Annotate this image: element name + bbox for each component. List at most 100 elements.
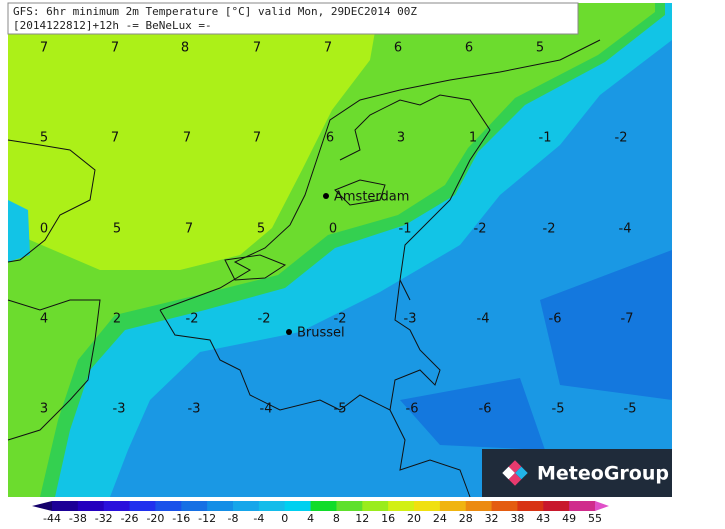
grid-value: -2: [474, 222, 487, 237]
grid-value: -2: [334, 312, 347, 327]
grid-value: -6: [549, 312, 562, 327]
colorbar-segment: [52, 501, 79, 511]
grid-value: 5: [536, 41, 544, 56]
colorbar-label: 0: [281, 512, 288, 525]
grid-value: 1: [469, 131, 477, 146]
colorbar-label: 38: [510, 512, 524, 525]
grid-value: 5: [40, 131, 48, 146]
colorbar-segment: [181, 501, 208, 511]
header-line: [2014122812]+12h -= BeNeLux =-: [13, 19, 212, 32]
colorbar-label: 8: [333, 512, 340, 525]
grid-value: -3: [188, 402, 201, 417]
grid-value: 7: [111, 131, 119, 146]
colorbar-label: -8: [228, 512, 239, 525]
logo-text: MeteoGroup: [537, 463, 669, 485]
colorbar-label: 55: [588, 512, 602, 525]
colorbar-label: -4: [253, 512, 264, 525]
field: [400, 378, 545, 450]
colorbar-arrow: [595, 501, 609, 511]
grid-value: 6: [326, 131, 334, 146]
grid-value: -1: [539, 131, 552, 146]
city-label: Brussel: [297, 326, 345, 341]
header-box: [7, 2, 579, 35]
colorbar-segment: [517, 501, 544, 511]
field: [540, 250, 672, 400]
border: [389, 409, 471, 498]
cities: Amsterdam Brussel: [286, 190, 409, 341]
colorbar-label: -12: [198, 512, 216, 525]
grid-value: 5: [113, 222, 121, 237]
grid-value: -2: [186, 312, 199, 327]
grid-value: 6: [465, 41, 473, 56]
colorbar-segment: [388, 501, 415, 511]
grid-value: -5: [334, 402, 347, 417]
grid-value: 7: [183, 131, 191, 146]
colorbar-label: 4: [307, 512, 314, 525]
colorbar-label: -32: [95, 512, 113, 525]
colorbar-segment: [336, 501, 363, 511]
colorbar-label: 16: [381, 512, 395, 525]
colorbar-segment: [77, 501, 105, 511]
grid-value: 3: [40, 402, 48, 417]
grid-value: -5: [552, 402, 565, 417]
grid-value: 7: [324, 41, 332, 56]
colorbar-label: -20: [146, 512, 164, 525]
grid-value: 2: [113, 312, 121, 327]
colorbar-segment: [103, 501, 131, 511]
colorbar-segment: [362, 501, 389, 511]
colorbar-segment: [465, 501, 493, 511]
grid-value: 3: [397, 131, 405, 146]
colorbar-segment: [284, 501, 312, 511]
colorbar-label: 20: [407, 512, 421, 525]
colorbar-label: 43: [536, 512, 550, 525]
colorbar-label: 32: [485, 512, 499, 525]
colorbar-arrow: [32, 501, 52, 511]
colorbar-segment: [414, 501, 441, 511]
city-dot: [323, 193, 329, 199]
grid-value: 7: [40, 41, 48, 56]
map-fields: [8, 3, 672, 497]
city-label: Amsterdam: [334, 190, 409, 205]
colorbar-segment: [439, 501, 467, 511]
city-dot: [286, 329, 292, 335]
colorbar-label: 28: [459, 512, 473, 525]
colorbar-segment: [569, 501, 596, 511]
grid-value: -2: [258, 312, 271, 327]
coastline: [7, 299, 101, 441]
coastline: [7, 139, 96, 263]
grid-value: 7: [253, 41, 261, 56]
colorbar-segment: [310, 501, 337, 511]
colorbar-segment: [129, 501, 156, 511]
grid-value: -5: [624, 402, 637, 417]
island: [224, 254, 287, 281]
grid-value: 7: [253, 131, 261, 146]
colorbar-segment: [491, 501, 518, 511]
grid-value: 8: [181, 41, 189, 56]
lake: [334, 179, 386, 206]
grid-value: -6: [406, 402, 419, 417]
grid-value: 4: [40, 312, 48, 327]
values: 7 7 8 7 7 6 6 5 5 7 7 7 6 3 1 -1 -2 0 5 7 5 0 -1 -2 -2 -4 4 2 -2 -2 -2…: [40, 41, 637, 417]
colorbar-label: -26: [121, 512, 139, 525]
grid-value: 6: [394, 41, 402, 56]
grid-value: -4: [619, 222, 632, 237]
colorbar-label: 12: [355, 512, 369, 525]
colorbar-label: 24: [433, 512, 447, 525]
colorbar-label: 49: [562, 512, 576, 525]
colorbar-segment: [207, 501, 234, 511]
coastline: [159, 39, 601, 311]
border: [159, 279, 441, 411]
grid-value: -2: [615, 131, 628, 146]
colorbar-segment: [258, 501, 286, 511]
grid-value: 5: [257, 222, 265, 237]
grid-value: -7: [621, 312, 634, 327]
colorbar-segment: [233, 501, 260, 511]
grid-value: 7: [111, 41, 119, 56]
field: [8, 200, 30, 262]
colorbar: -44 -38 -32 -26 -20 -16 -12 -8 -4 0 4 8 12 16 20 24 28 32…: [32, 501, 609, 525]
coastlines: [7, 39, 601, 498]
colorbar-segment: [155, 501, 182, 511]
border: [339, 94, 491, 301]
grid-value: -4: [260, 402, 273, 417]
